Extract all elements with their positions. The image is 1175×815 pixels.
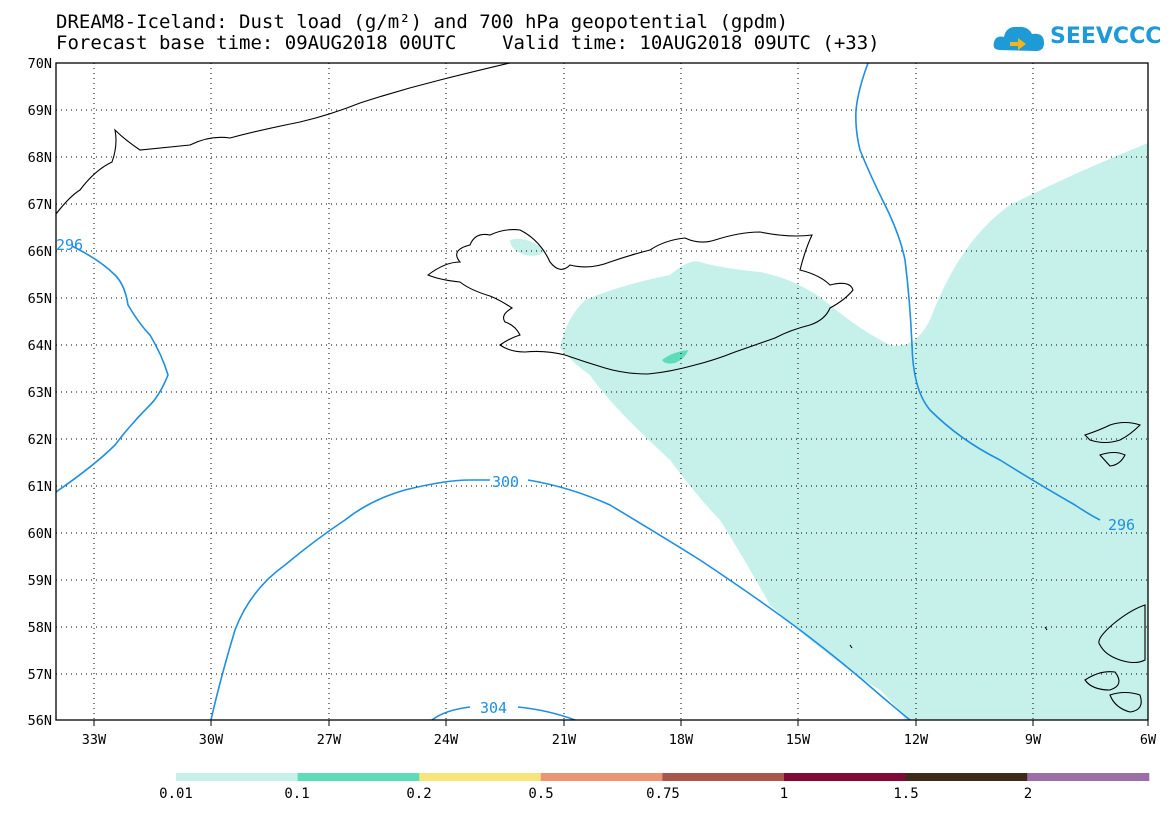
axis-ticks xyxy=(93,720,1149,726)
contour-300 xyxy=(210,479,911,721)
colorbar-segment xyxy=(419,773,542,781)
colorbar-segment xyxy=(297,773,420,781)
lat-label: 58N xyxy=(28,620,52,636)
colorbar-label: 0.5 xyxy=(528,786,554,802)
gridlines xyxy=(56,63,1148,720)
lat-label: 57N xyxy=(28,667,52,683)
lat-label: 61N xyxy=(28,479,52,495)
lon-label: 15W xyxy=(786,732,811,748)
colorbar-label: 0.75 xyxy=(646,786,680,802)
lat-label: 69N xyxy=(28,103,52,119)
lon-label: 9W xyxy=(1025,732,1042,748)
lon-label: 21W xyxy=(552,732,577,748)
colorbar-label: 0.1 xyxy=(284,786,310,802)
colorbar-label: 1 xyxy=(779,786,789,802)
map-subtitle: Forecast base time: 09AUG2018 00UTC Vali… xyxy=(56,32,880,54)
lat-labels: 70N 69N 68N 67N 66N 65N 64N 63N 62N 61N … xyxy=(28,56,52,729)
lat-label: 62N xyxy=(28,432,52,448)
lat-label: 56N xyxy=(28,713,52,729)
colorbar-segment xyxy=(905,773,1028,781)
colorbar xyxy=(176,773,1150,781)
logo-text: SEEVCCC xyxy=(1050,24,1162,49)
lon-label: 24W xyxy=(434,732,459,748)
lat-label: 60N xyxy=(28,526,52,542)
colorbar-segment xyxy=(540,773,663,781)
contour-label-300: 300 xyxy=(492,473,519,491)
lat-label: 67N xyxy=(28,197,52,213)
colorbar-label: 2 xyxy=(1023,786,1033,802)
colorbar-segment xyxy=(1027,773,1150,781)
lon-label: 6W xyxy=(1140,732,1157,748)
contour-label-296-west: 296 xyxy=(56,236,83,254)
coastlines xyxy=(55,62,1146,713)
colorbar-label: 0.01 xyxy=(159,786,193,802)
colorbar-segment xyxy=(662,773,785,781)
colorbar-segment xyxy=(784,773,907,781)
colorbar-label: 0.2 xyxy=(406,786,432,802)
contour-label-304: 304 xyxy=(480,699,507,717)
cloud-icon xyxy=(993,26,1044,51)
lat-label: 65N xyxy=(28,291,52,307)
map-title: DREAM8-Iceland: Dust load (g/m²) and 700… xyxy=(56,11,789,33)
lat-label: 64N xyxy=(28,338,52,354)
contour-296-east xyxy=(855,62,1101,521)
colorbar-label: 1.5 xyxy=(893,786,919,802)
lon-labels: 33W 30W 27W 24W 21W 18W 15W 12W 9W 6W xyxy=(82,732,1157,748)
contour-label-296-east: 296 xyxy=(1108,516,1135,534)
map-frame xyxy=(55,62,1149,721)
contour-304 xyxy=(431,706,576,721)
contour-296-west xyxy=(55,245,169,493)
dust-area xyxy=(560,143,1148,720)
lat-label: 63N xyxy=(28,385,52,401)
colorbar-segment xyxy=(176,773,299,781)
geopotential-contours xyxy=(55,62,1101,721)
lon-label: 30W xyxy=(199,732,224,748)
lat-label: 59N xyxy=(28,573,52,589)
lon-label: 33W xyxy=(82,732,107,748)
dust-area-small xyxy=(510,238,545,256)
lon-label: 12W xyxy=(904,732,929,748)
lon-label: 27W xyxy=(317,732,342,748)
seevccc-logo: SEEVCCC xyxy=(992,20,1161,60)
lat-label: 70N xyxy=(28,56,52,72)
lat-label: 68N xyxy=(28,150,52,166)
lon-label: 18W xyxy=(669,732,694,748)
lat-label: 66N xyxy=(28,244,52,260)
